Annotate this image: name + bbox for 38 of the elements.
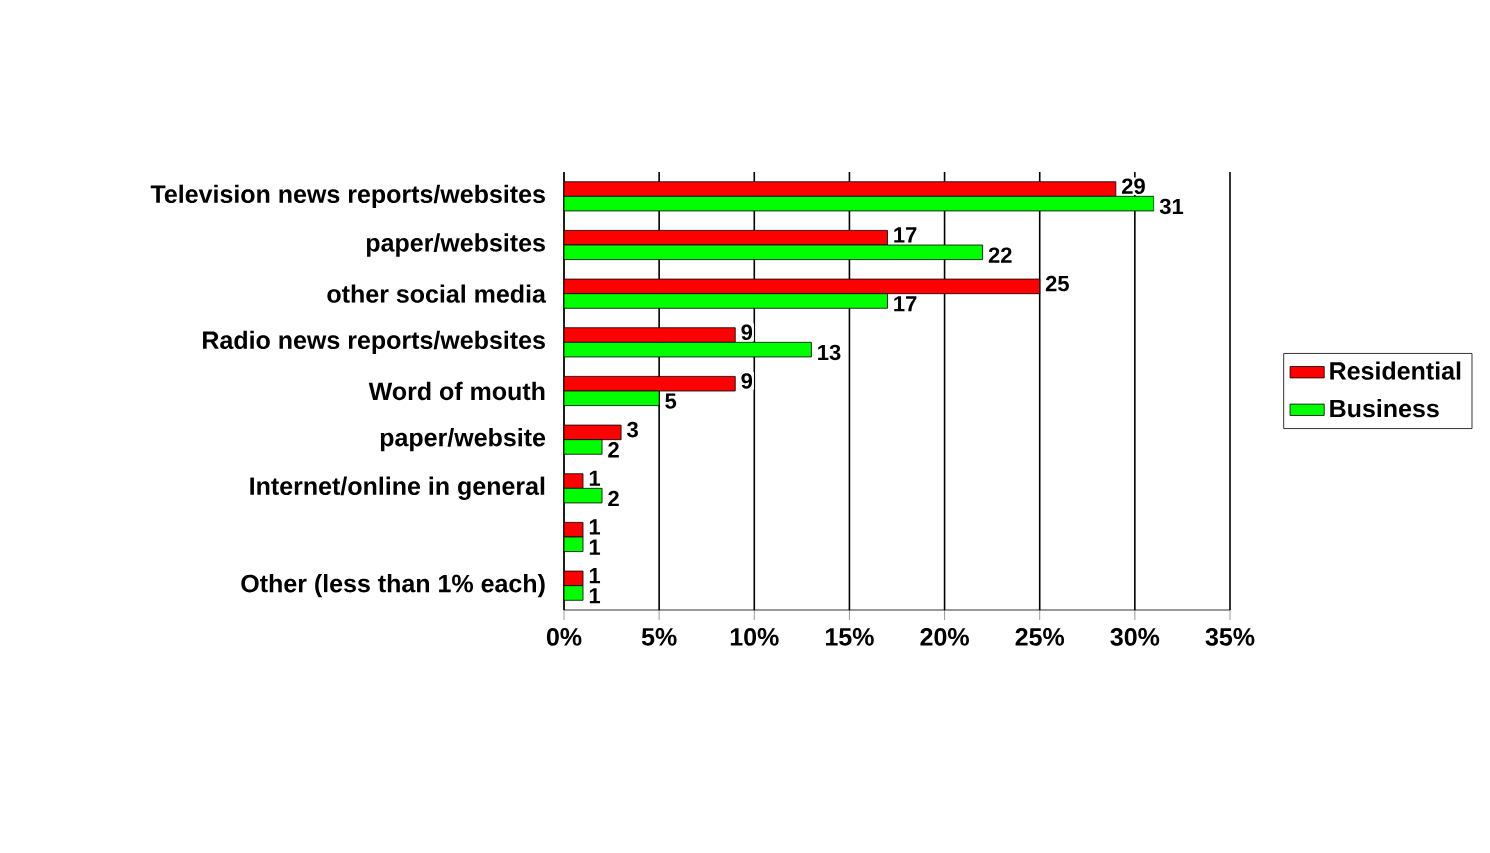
legend-label: Business <box>1330 398 1439 418</box>
y-tick-label: paper/website <box>380 428 546 452</box>
y-tick-label: Television news reports/websites <box>150 184 545 208</box>
data-label: 25 <box>1045 275 1069 292</box>
data-label: 29 <box>1121 178 1145 195</box>
x-tick-label: 5% <box>641 628 677 646</box>
data-label: 1 <box>589 539 601 555</box>
data-label: 2 <box>608 442 619 458</box>
x-tick-label: 20% <box>920 628 969 646</box>
data-label: 13 <box>818 344 841 361</box>
legend-label: Residential <box>1330 361 1461 380</box>
bar <box>564 181 1117 197</box>
x-tick-label: 0% <box>546 628 582 646</box>
data-label: 1 <box>589 519 601 535</box>
x-tick-label: 30% <box>1110 628 1160 646</box>
x-tick-label: 15% <box>825 628 874 646</box>
data-label: 1 <box>589 588 601 604</box>
data-label: 1 <box>589 568 601 584</box>
data-label: 3 <box>626 421 638 438</box>
data-label: 31 <box>1159 198 1184 215</box>
y-tick-label: other social media <box>327 284 547 303</box>
data-label: 5 <box>665 393 677 409</box>
data-label: 17 <box>894 227 917 243</box>
data-label: 22 <box>988 247 1012 263</box>
y-tick-label: Other (less than 1% each) <box>241 574 545 598</box>
data-label: 2 <box>608 490 619 507</box>
data-label: 1 <box>589 470 601 486</box>
data-label: 17 <box>894 296 917 312</box>
data-label: 9 <box>741 373 753 389</box>
x-tick-label: 25% <box>1015 628 1065 646</box>
y-tick-label: Radio news reports/websites <box>203 330 545 354</box>
y-tick-label: Word of mouth <box>368 381 545 401</box>
y-tick-label: Internet/online in general <box>250 476 545 501</box>
data-label: 9 <box>741 324 753 341</box>
bar <box>564 327 736 343</box>
x-tick-label: 35% <box>1205 628 1255 646</box>
x-tick-label: 10% <box>730 628 779 646</box>
y-tick-label: paper/websites <box>366 233 545 257</box>
